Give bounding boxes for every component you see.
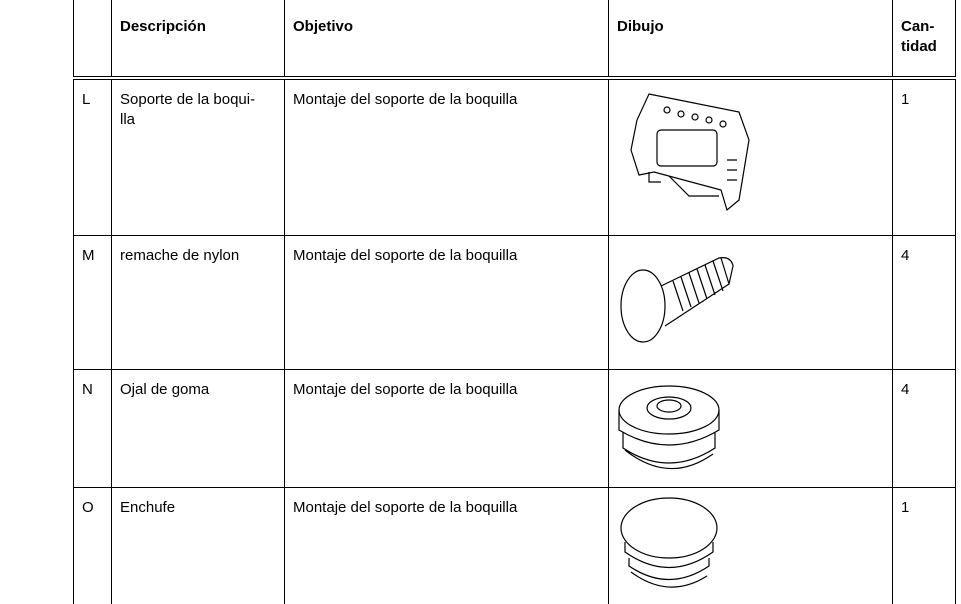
table-row: O Enchufe Montaje del soporte de la boquil… bbox=[73, 486, 956, 604]
header-row: Descripción Objetivo Dibujo Can-tidad bbox=[73, 0, 956, 80]
header-cell: Dibujo bbox=[608, 0, 893, 80]
header-cell: Objetivo bbox=[284, 0, 609, 80]
table-row: L Soporte de la boqui-lla Montaje del sopo… bbox=[73, 77, 956, 236]
header-cell bbox=[73, 0, 112, 80]
part-drawing bbox=[620, 256, 734, 343]
code-cell: O bbox=[73, 486, 112, 604]
description-cell: Soporte de la boqui-lla bbox=[111, 77, 285, 236]
description-line: Enchufe bbox=[120, 498, 176, 516]
quantity-cell: 1 bbox=[892, 486, 956, 604]
header-cell: Can-tidad bbox=[892, 0, 956, 80]
header-cell: Descripción bbox=[111, 0, 285, 80]
description-cell: remache de nylon bbox=[111, 234, 285, 370]
quantity-cell: 4 bbox=[892, 368, 956, 488]
objective-cell: Montaje del soporte de la boquilla bbox=[284, 234, 609, 370]
part-drawing bbox=[618, 384, 720, 469]
description-line: Ojal de goma bbox=[120, 380, 210, 398]
description-line: remache de nylon bbox=[120, 246, 240, 264]
header-line: tidad bbox=[901, 38, 937, 55]
part-drawing bbox=[620, 496, 718, 588]
objective-cell: Montaje del soporte de la boquilla bbox=[284, 368, 609, 488]
drawing-cell bbox=[608, 77, 893, 236]
description-line: lla bbox=[120, 111, 136, 128]
objective-cell: Montaje del soporte de la boquilla bbox=[284, 77, 609, 236]
description-line: Soporte de la boqui- bbox=[120, 91, 256, 108]
quantity-cell: 1 bbox=[892, 77, 956, 236]
code-cell: L bbox=[73, 77, 112, 236]
quantity-cell: 4 bbox=[892, 234, 956, 370]
code-cell: M bbox=[73, 234, 112, 370]
drawing-cell bbox=[608, 234, 893, 370]
drawing-cell bbox=[608, 368, 893, 488]
code-cell: N bbox=[73, 368, 112, 488]
drawing-cell bbox=[608, 486, 893, 604]
objective-cell: Montaje del soporte de la boquilla bbox=[284, 486, 609, 604]
description-cell: Enchufe bbox=[111, 486, 285, 604]
part-drawing bbox=[630, 93, 750, 212]
description-cell: Ojal de goma bbox=[111, 368, 285, 488]
table-row: N Ojal de goma Montaje del soporte de la b… bbox=[73, 368, 956, 488]
header-line: Can- bbox=[901, 18, 935, 35]
